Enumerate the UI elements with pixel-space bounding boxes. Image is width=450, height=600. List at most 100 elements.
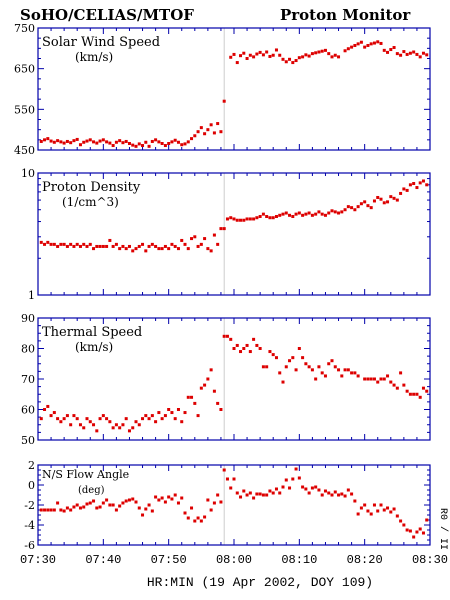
data-point	[232, 52, 236, 56]
data-point	[147, 244, 151, 248]
data-point	[265, 214, 269, 218]
data-point	[154, 244, 158, 248]
data-point	[245, 57, 249, 60]
data-point	[376, 509, 380, 513]
data-point	[78, 143, 82, 147]
data-point	[52, 140, 56, 144]
data-point	[229, 337, 233, 341]
data-point	[154, 495, 158, 499]
data-point	[82, 242, 86, 246]
data-point	[183, 242, 187, 246]
data-point	[274, 487, 278, 491]
data-point	[412, 535, 416, 539]
data-point	[265, 365, 269, 369]
data-point	[183, 411, 187, 415]
header-right-title: Proton Monitor	[280, 6, 411, 24]
data-point	[317, 210, 321, 214]
data-point	[85, 244, 89, 248]
data-point	[291, 477, 295, 481]
data-point	[85, 139, 89, 143]
data-point	[402, 50, 406, 54]
data-point	[425, 53, 429, 57]
data-point	[95, 141, 99, 145]
data-point	[127, 429, 131, 433]
data-point	[386, 200, 390, 204]
data-point	[288, 213, 292, 217]
data-point	[353, 371, 357, 375]
data-point	[157, 411, 161, 415]
data-point	[203, 383, 207, 387]
data-point	[39, 139, 43, 143]
data-point	[157, 247, 161, 251]
data-point	[43, 408, 47, 411]
data-point	[88, 420, 92, 424]
data-point	[167, 247, 171, 251]
data-point	[124, 417, 128, 421]
data-point	[95, 429, 99, 433]
data-point	[92, 423, 96, 427]
data-point	[314, 51, 318, 55]
data-point	[317, 50, 321, 54]
data-point	[402, 187, 406, 191]
data-point	[382, 48, 386, 52]
data-point	[301, 485, 305, 489]
panel-unit: (km/s)	[75, 50, 113, 64]
data-point	[418, 181, 422, 185]
data-point	[235, 491, 239, 495]
data-point	[43, 242, 47, 246]
data-point	[137, 423, 141, 427]
data-point	[252, 217, 256, 221]
data-point	[399, 191, 403, 195]
panel-unit: (1/cm^3)	[62, 195, 119, 209]
data-point	[85, 417, 89, 421]
data-point	[320, 493, 324, 497]
data-point	[222, 468, 226, 472]
y-tick-label: 2	[28, 459, 35, 472]
data-point	[137, 506, 141, 510]
data-point	[219, 500, 223, 504]
data-point	[317, 365, 321, 369]
data-point	[418, 395, 422, 399]
data-point	[62, 509, 66, 513]
data-point	[425, 389, 429, 393]
data-point	[219, 408, 223, 411]
data-point	[245, 217, 249, 221]
data-point	[421, 179, 425, 183]
data-point	[261, 365, 265, 369]
data-point	[408, 51, 412, 55]
y-tick-label: 50	[21, 434, 35, 447]
data-point	[346, 368, 350, 372]
data-point	[59, 508, 63, 512]
data-point	[150, 509, 154, 513]
panel-label: Thermal Speed	[42, 325, 142, 340]
panel-thermal: 50 60 70 80 90 Thermal Speed(km/s)	[21, 312, 431, 447]
data-point	[301, 356, 305, 360]
data-point	[265, 50, 269, 54]
data-point	[82, 505, 86, 509]
data-point	[173, 493, 177, 497]
data-point	[127, 244, 131, 248]
data-point	[222, 99, 226, 103]
data-point	[304, 487, 308, 491]
data-point	[160, 247, 164, 251]
data-point	[141, 144, 145, 148]
data-point	[69, 141, 73, 145]
data-point	[150, 139, 154, 143]
data-point	[310, 52, 314, 56]
data-point	[95, 506, 99, 510]
data-point	[346, 205, 350, 209]
data-point	[225, 334, 229, 338]
data-point	[127, 141, 131, 145]
data-point	[56, 139, 60, 143]
data-point	[105, 244, 109, 248]
data-point	[225, 477, 229, 481]
data-point	[320, 49, 324, 53]
x-tick-labels: 07:30 07:40 07:50 08:00 08:10 08:20 08:30	[20, 553, 448, 567]
y-tick-label: 1	[28, 289, 35, 302]
data-point	[421, 531, 425, 535]
data-point	[183, 142, 187, 146]
data-point	[163, 414, 167, 418]
data-point	[268, 54, 272, 58]
data-point	[366, 43, 370, 47]
